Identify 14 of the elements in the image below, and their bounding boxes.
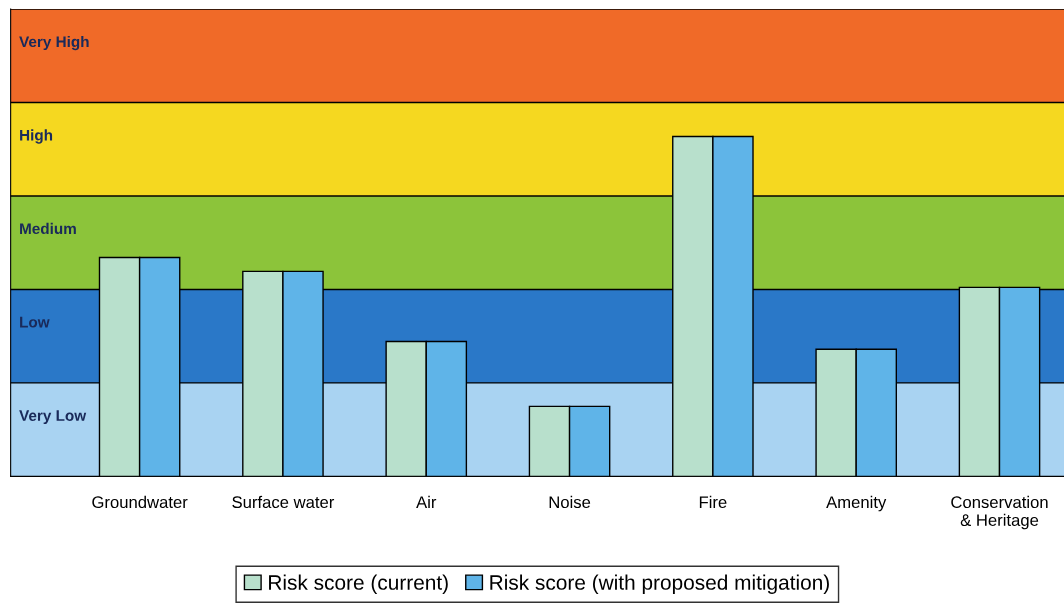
x-tick-label: Fire: [699, 495, 727, 509]
legend-label: Risk score (current): [269, 574, 448, 594]
band-label: Very Low: [19, 410, 87, 425]
x-tick-label: Air: [416, 495, 437, 508]
band-label: High: [20, 129, 53, 144]
legend-label: Risk score (with proposed mitigation): [490, 574, 829, 594]
band-label: Low: [20, 316, 50, 328]
x-tick-label: Conservation & Heritage: [951, 495, 1048, 530]
x-tick-label: Surface water: [232, 495, 335, 509]
band-label: Very High: [19, 35, 89, 51]
band-label: Medium: [20, 222, 76, 235]
x-tick-label: Groundwater: [92, 495, 188, 509]
x-tick-label: Amenity: [826, 495, 887, 512]
x-tick-label: Noise: [549, 495, 591, 509]
